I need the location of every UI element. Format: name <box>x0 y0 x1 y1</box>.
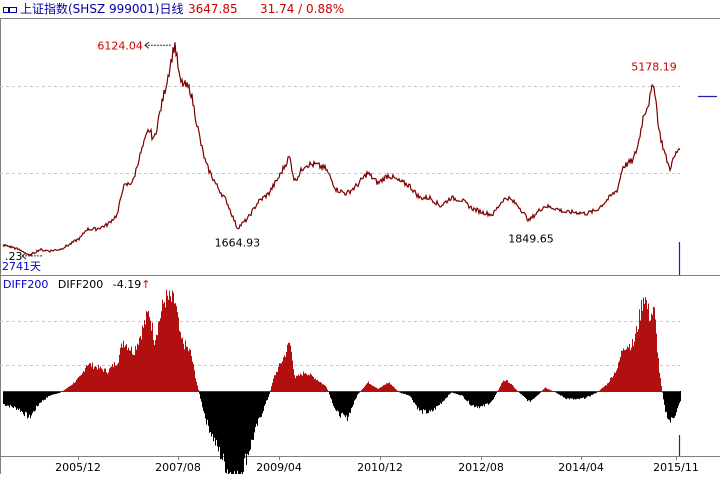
window-icon <box>3 7 17 13</box>
chart-frame <box>0 18 720 474</box>
last-price: 3647.85 <box>188 2 238 16</box>
x-axis-ticks: 2005/12 2007/08 2009/04 2010/12 2012/08 2014/… <box>55 456 699 474</box>
indicator-header: DIFF200 DIFF200 -4.19↑ <box>3 278 150 292</box>
grid-lines <box>0 86 680 366</box>
indicator-name[interactable]: DIFF200 <box>3 278 49 291</box>
x-tick-label: 2014/04 <box>558 461 604 474</box>
chart-header: 上证指数(SHSZ 999001)日线 3647.85 31.74 / 0.88… <box>0 1 720 17</box>
x-tick-label: 2009/04 <box>256 461 302 474</box>
peak-arrowhead <box>144 41 150 49</box>
price-series <box>2 42 681 257</box>
price-line <box>2 42 681 257</box>
low-label: .23 <box>5 250 23 263</box>
trough-label-2013: 1849.65 <box>508 233 554 246</box>
x-tick-label: 2015/11 <box>653 461 699 474</box>
trough-label-2008: 1664.93 <box>215 236 261 249</box>
peak-label-2015: 5178.19 <box>631 61 677 74</box>
x-tick-label: 2010/12 <box>357 461 403 474</box>
diff200-bars <box>3 289 681 478</box>
x-tick-label: 2007/08 <box>155 461 201 474</box>
x-tick-label: 2012/08 <box>458 461 504 474</box>
low-arrowhead <box>21 252 27 260</box>
price-change: 31.74 / 0.88% <box>260 2 345 16</box>
chart-title: 上证指数(SHSZ 999001)日线 <box>20 2 184 16</box>
indicator-label: DIFF200 <box>57 278 104 291</box>
cursor-markers <box>678 95 717 456</box>
x-tick-label: 2005/12 <box>55 461 101 474</box>
days-count-label: 2741天 <box>2 260 41 273</box>
indicator-value: -4.19 <box>112 278 142 291</box>
peak-label: 6124.04 <box>97 39 143 52</box>
indicator-arrow: ↑ <box>141 278 151 291</box>
chart-menu-icon[interactable] <box>3 3 17 13</box>
